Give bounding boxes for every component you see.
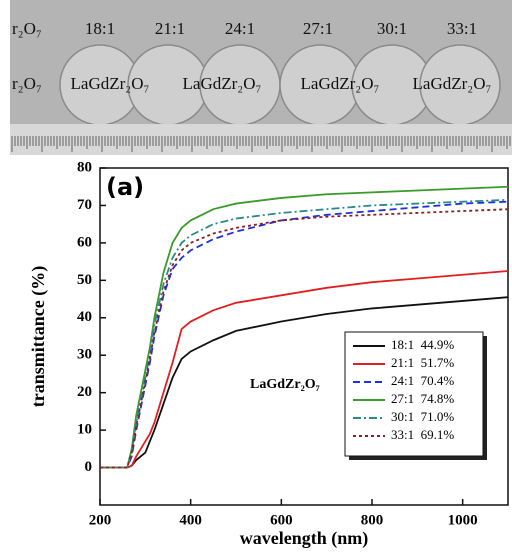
series-line [100,208,509,469]
plot-frame [99,167,509,506]
sample-label: LaGdZr₂O₇ [413,74,492,93]
sample-label: LaGdZr₂O₇ [71,74,150,93]
y-tick-label: 60 [77,234,92,250]
photo-label: 24:1 [225,19,255,38]
x-tick-label: 600 [270,512,293,528]
x-tick-label: 200 [89,512,112,528]
series-line [100,270,509,469]
y-tick-label: 10 [77,422,92,438]
x-axis-label: wavelength (nm) [240,528,369,548]
y-tick-label: 0 [85,459,93,475]
photo-label: 27:1 [303,19,333,38]
series-line [100,198,509,469]
x-tick-label: 400 [179,512,202,528]
photo-label: 30:1 [377,19,407,38]
y-tick-label: 20 [77,384,92,400]
x-tick-label: 800 [361,512,384,528]
y-axis-label: transmittance (%) [28,266,49,407]
photo-labels: r₂O₇ 18:1 21:1 24:1 27:1 30:1 33:1 r₂O₇ … [12,19,492,93]
series-line [100,296,509,469]
sample-disks [59,44,501,126]
series-line [100,200,509,469]
photo-label: r₂O₇ [12,19,42,38]
y-tick-label: 50 [77,272,92,288]
photo-label: 21:1 [155,19,185,38]
y-tick-label: 30 [77,347,92,363]
legend-label: 30:1 71.0% [391,409,454,424]
series-line [100,185,509,469]
annotation: (a) [106,173,144,201]
photo-label: 18:1 [85,19,115,38]
legend-label: 27:1 74.8% [391,391,454,406]
sample-label: LaGdZr₂O₇ [183,74,262,93]
photo-label: 33:1 [447,19,477,38]
sample-label: r₂O₇ [12,74,42,93]
ruler-ticks [11,136,511,152]
y-tick-label: 40 [77,309,92,325]
y-tick-label: 70 [77,197,92,213]
legend-label: 33:1 69.1% [391,427,454,442]
legend-label: 21:1 51.7% [391,355,454,370]
annotation: LaGdZr₂O₇ [250,377,320,392]
sample-label: LaGdZr₂O₇ [301,74,380,93]
x-tick-label: 1000 [448,512,478,528]
legend-label: 24:1 70.4% [391,373,454,388]
legend-label: 18:1 44.9% [391,337,454,352]
y-tick-label: 80 [77,159,92,175]
chart: 0 10 20 30 40 50 60 70 80 200 400 600 800 1000 wavelen… [28,159,509,549]
